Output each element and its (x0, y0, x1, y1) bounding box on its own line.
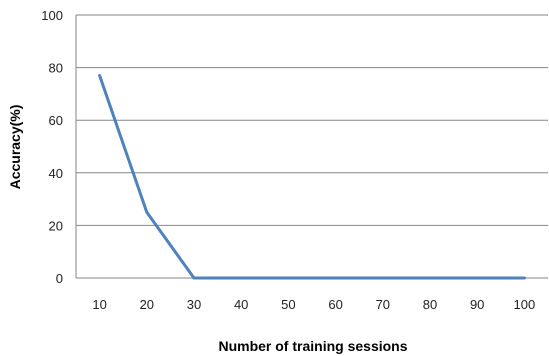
y-tick-label: 20 (49, 218, 63, 233)
x-tick-label: 60 (328, 297, 342, 312)
y-tick-label: 40 (49, 166, 63, 181)
x-tick-label: 90 (470, 297, 484, 312)
x-tick-label: 50 (281, 297, 295, 312)
x-tick-label: 70 (376, 297, 390, 312)
x-tick-label: 100 (514, 297, 536, 312)
x-tick-labels: 10 20 30 40 50 60 70 80 90 100 (92, 297, 535, 312)
x-tick-label: 20 (140, 297, 154, 312)
y-tick-label: 80 (49, 61, 63, 76)
series-group (98, 74, 526, 280)
x-tick-label: 10 (92, 297, 106, 312)
y-tick-labels: 0 20 40 60 80 100 (41, 8, 63, 286)
y-tick-label: 0 (56, 271, 63, 286)
y-tick-label: 60 (49, 113, 63, 128)
x-tick-label: 40 (234, 297, 248, 312)
y-axis-title: Accuracy(%) (7, 105, 23, 190)
x-axis-title: Number of training sessions (218, 338, 407, 354)
y-tick-label: 100 (41, 8, 63, 23)
series-line-0 (98, 74, 526, 280)
gridlines (76, 14, 548, 226)
x-tick-label: 80 (423, 297, 437, 312)
x-tick-label: 30 (187, 297, 201, 312)
axes (75, 15, 548, 279)
